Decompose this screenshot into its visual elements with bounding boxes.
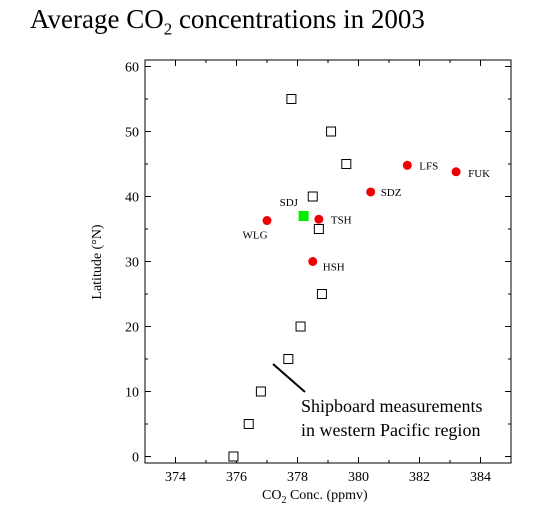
y-tick-label: 10 [125,386,139,401]
station-point [262,216,272,226]
x-axis-label-post: Conc. (ppmv) [286,488,368,503]
station-label: HSH [323,262,345,274]
chart-title-subscript: 2 [163,19,173,39]
station-label: WLG [242,230,267,242]
y-tick-label: 60 [125,61,139,76]
station-point [451,167,461,177]
x-axis-label-pre: CO [262,488,281,503]
y-tick-label: 40 [125,191,139,206]
shipboard-point [307,191,318,202]
station-point [308,257,318,266]
station-label: LFS [419,160,438,172]
y-tick-label: 0 [132,451,139,466]
y-axis-label: Latitude (°N) [90,224,105,300]
x-tick-label: 380 [348,470,369,485]
x-tick-label: 376 [226,470,247,485]
x-tick-label: 382 [409,470,430,485]
station-point [314,214,324,224]
station-label: FUK [468,168,490,180]
shipboard-point [326,126,337,137]
chart-title-pre: Average CO [30,4,164,34]
y-tick-label: 50 [125,126,139,141]
annotation-line-1: Shipboard measurements [301,396,482,416]
station-point [366,187,376,197]
axis-tick-labels: 374 376 378 380 382 384 0 10 20 30 40 50 60 [125,61,491,486]
x-tick-label: 384 [470,470,491,485]
shipboard-point [286,94,297,104]
shipboard-point [255,386,266,397]
annotation-line-2: in western Pacific region [301,420,480,440]
x-tick-label: 378 [287,470,308,485]
y-tick-label: 20 [125,321,139,336]
shipboard-point [228,451,239,462]
shipboard-point [341,159,352,169]
station-label: TSH [331,214,352,226]
station-square-point [298,211,309,221]
x-tick-label: 374 [165,470,186,485]
station-point [402,160,412,170]
chart-title: Average CO2 concentrations in 2003 [30,4,425,39]
shipboard-point [313,224,324,234]
axis-ticks [144,60,512,463]
station-labels: WLG TSH HSH SDZ LFS FUK SDJ [242,160,490,273]
data-points [228,94,461,462]
x-axis-label: CO2 Conc. (ppmv) [262,488,368,506]
y-tick-label: 30 [125,256,139,271]
station-label: SDZ [381,187,402,199]
shipboard-point [316,289,327,299]
chart-title-post: concentrations in 2003 [172,4,425,34]
annotation-arrow [272,363,306,393]
shipboard-point [295,321,306,332]
shipboard-point [243,419,254,429]
shipboard-point [283,354,294,364]
x-axis-label-subscript: 2 [281,495,286,506]
station-label: SDJ [280,197,299,209]
